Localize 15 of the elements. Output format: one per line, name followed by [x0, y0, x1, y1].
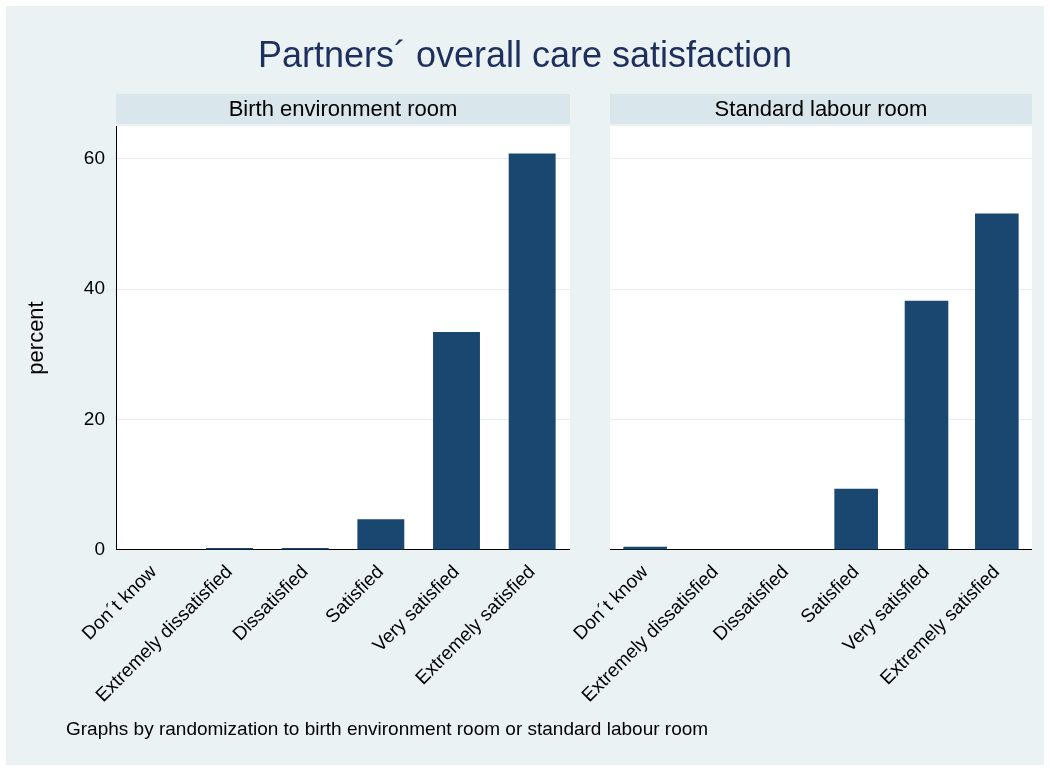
- y-tick-label: 60: [83, 146, 105, 168]
- chart-subtitle: Standard labour room: [610, 94, 1032, 124]
- bar: [433, 332, 480, 550]
- chart-subtitle: Birth environment room: [116, 94, 570, 124]
- bar: [975, 213, 1019, 550]
- y-tick-label: 0: [94, 538, 105, 560]
- y-tick-label: 40: [83, 277, 105, 299]
- bar: [508, 153, 556, 550]
- text: Graphs by randomization to birth environment room or standard labour room: [66, 718, 709, 740]
- bar: [834, 488, 878, 550]
- y-axis-title: percent: [23, 301, 49, 375]
- bar: [357, 519, 405, 550]
- chart-title: Partners´ overall care satisfaction: [256, 34, 794, 76]
- y-tick-label: 20: [83, 407, 105, 429]
- bar: [904, 300, 949, 550]
